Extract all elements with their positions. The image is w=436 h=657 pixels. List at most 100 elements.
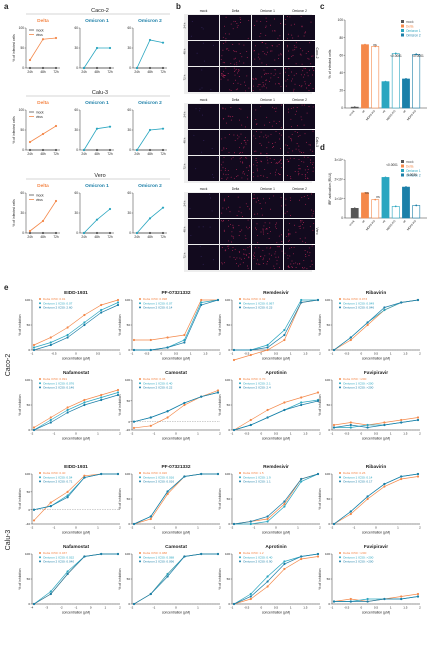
data-point	[316, 391, 320, 394]
fluorescent-cell	[220, 58, 222, 60]
fluorescent-cell	[248, 164, 250, 166]
data-point	[283, 338, 286, 342]
fluorescent-cell	[228, 33, 230, 35]
x-tick-label: 0	[260, 352, 262, 356]
fluorescent-cell	[196, 52, 198, 54]
fluorescent-cell	[289, 157, 291, 159]
fit-curve-Omicron 1	[233, 399, 319, 431]
fluorescent-cell	[244, 257, 245, 259]
fluorescent-cell	[270, 246, 272, 248]
x-axis-label: concentration (µM)	[362, 531, 390, 535]
fluorescent-cell	[312, 164, 313, 166]
fluorescent-cell	[306, 171, 308, 173]
fluorescent-cell	[287, 234, 289, 235]
fluorescent-cell	[279, 160, 281, 161]
fluorescent-cell	[227, 115, 229, 117]
legend-label: Delta IC50: 0.098	[143, 297, 167, 301]
fluorescent-cell	[265, 79, 267, 81]
x-tick-label: 48h	[94, 235, 100, 239]
data-point	[116, 298, 120, 302]
fluorescent-cell	[309, 265, 311, 267]
data-point	[32, 428, 36, 432]
fluorescent-cell	[294, 49, 296, 51]
legend-marker	[339, 306, 341, 309]
bar-Omicron 2	[402, 78, 410, 109]
x-tick-label: 72h	[107, 152, 113, 156]
legend-marker	[39, 298, 41, 300]
x-axis-label: concentration (µM)	[162, 531, 190, 535]
series-line-virus	[83, 126, 111, 151]
fluorescent-cell	[313, 167, 315, 169]
fluorescent-cell	[276, 242, 278, 244]
y-tick-label: 100	[125, 552, 130, 556]
fluorescent-cell	[312, 229, 314, 231]
data-point	[300, 480, 303, 483]
x-tick-label: -1	[153, 432, 156, 436]
legend-marker	[39, 472, 41, 474]
fluorescent-cell	[253, 256, 255, 258]
fluorescent-cell	[244, 235, 246, 237]
legend-marker	[39, 378, 41, 380]
fluorescent-cell	[237, 196, 239, 198]
data-point	[200, 472, 203, 476]
data-point	[83, 313, 86, 317]
micrograph-tile	[188, 245, 219, 270]
y-tick-label: 0	[128, 420, 130, 424]
fluorescent-cell	[293, 263, 295, 265]
data-point	[349, 336, 352, 339]
bar-Omicron 1	[391, 206, 400, 219]
fluorescent-cell	[222, 36, 224, 38]
fluorescent-cell	[248, 257, 250, 259]
variant-title: Delta	[37, 18, 49, 24]
x-tick-label: 48h	[94, 152, 100, 156]
data-point	[149, 424, 152, 427]
fit-curve-Delta	[33, 389, 119, 428]
data-point	[249, 520, 252, 523]
fluorescent-cell	[239, 206, 241, 208]
fluorescent-cell	[253, 254, 255, 256]
data-point	[161, 127, 165, 130]
fluorescent-cell	[259, 84, 261, 86]
fluorescent-cell	[303, 161, 305, 163]
data-point	[116, 391, 120, 394]
micrograph-row-label: 48 h	[183, 137, 187, 143]
fluorescent-cell	[256, 20, 258, 22]
data-point	[266, 348, 269, 352]
data-point	[383, 482, 386, 486]
legend-marker	[339, 556, 341, 559]
fluorescent-cell	[289, 247, 291, 249]
fluorescent-cell	[224, 262, 225, 264]
fluorescent-cell	[257, 242, 259, 244]
series-line-virus	[136, 128, 164, 151]
fluorescent-cell	[264, 222, 266, 224]
fluorescent-cell	[261, 208, 263, 210]
x-tick-label: -2	[231, 526, 234, 530]
fluorescent-cell	[239, 17, 241, 19]
fluorescent-cell	[236, 134, 238, 136]
fluorescent-cell	[211, 148, 213, 150]
x-tick-label: MDA5 KO	[406, 108, 418, 121]
micrograph-row-label: 72 h	[183, 163, 187, 169]
legend-label: Omicron 2 IC50: 0.90	[243, 560, 273, 564]
data-point	[32, 508, 36, 511]
fluorescent-cell	[305, 141, 307, 143]
fluorescent-cell	[239, 152, 240, 154]
data-point	[383, 423, 386, 427]
fluorescent-cell	[302, 76, 304, 78]
x-tick-label: 0	[275, 526, 277, 530]
fluorescent-cell	[275, 131, 277, 133]
fluorescent-cell	[228, 245, 230, 247]
x-tick-label: 72h	[160, 235, 166, 239]
fluorescent-cell	[262, 84, 264, 86]
drug-title: PF-07321332	[161, 464, 190, 470]
data-point	[283, 562, 286, 566]
fluorescent-cell	[260, 20, 262, 22]
data-point	[249, 418, 252, 422]
fluorescent-cell	[301, 119, 303, 121]
x-tick-label: -0.5	[244, 352, 250, 356]
fluorescent-cell	[286, 175, 288, 176]
fluorescent-cell	[236, 64, 238, 66]
y-tick-label: 2×10⁴	[334, 178, 343, 182]
fluorescent-cell	[298, 173, 300, 174]
fluorescent-cell	[230, 119, 232, 121]
